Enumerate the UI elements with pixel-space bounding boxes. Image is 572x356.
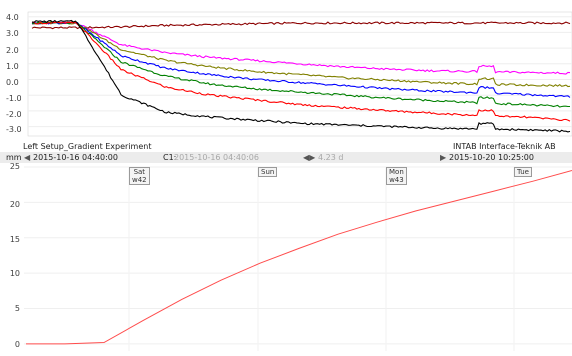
y-tick-label: 0.0 [6, 78, 19, 87]
y-tick-label: 15 [9, 235, 20, 244]
temperature-chart[interactable] [0, 0, 572, 140]
y-tick-label: 5 [14, 304, 20, 313]
y-tick-label: 3.0 [6, 29, 19, 38]
y-tick-label: 20 [9, 200, 20, 209]
series-line [31, 21, 571, 30]
y-tick-label: 4.0 [6, 13, 19, 22]
day-marker-sun: Sun [258, 167, 278, 177]
cursor-label: C1: [163, 153, 177, 162]
day-label: Mon [389, 168, 404, 176]
scroll-right-icon[interactable]: ▶ [440, 153, 447, 162]
y-tick-label: 25 [9, 162, 20, 171]
y-tick-label: 0 [14, 340, 20, 349]
day-marker-sat: Sat w42 [129, 167, 150, 185]
week-label: w43 [389, 176, 404, 184]
series-line [26, 170, 572, 345]
series-line [31, 21, 571, 122]
y-tick-label: 1.0 [6, 62, 19, 71]
y-tick-label: -2.0 [6, 110, 22, 119]
y-tick-label: -3.0 [6, 125, 22, 134]
series-line [31, 21, 571, 88]
end-time[interactable]: 2015-10-20 10:25:00 [449, 153, 534, 162]
day-marker-tue: Tue [514, 167, 532, 177]
company-name: INTAB Interface-Teknik AB [453, 142, 556, 151]
span-arrows-icon[interactable]: ◀▶ [303, 153, 316, 162]
week-label: w42 [132, 176, 147, 184]
y-tick-label: -1.0 [6, 94, 22, 103]
span-duration: 4.23 d [318, 153, 344, 162]
day-label: Tue [517, 168, 529, 176]
day-marker-mon: Mon w43 [386, 167, 407, 185]
y-tick-label: 10 [9, 269, 20, 278]
series-line [31, 21, 571, 75]
scroll-left-icon[interactable]: ◀ [24, 153, 31, 162]
series-line [31, 21, 570, 108]
unit-label: mm [6, 153, 22, 162]
series-line [31, 21, 571, 98]
setup-title: Left Setup_Gradient Experiment [23, 142, 152, 151]
cursor-time: 2015-10-16 04:40:06 [174, 153, 259, 162]
day-label: Sun [261, 168, 275, 176]
time-bar: mm ◀ 2015-10-16 04:40:00 C1: 2015-10-16 … [0, 152, 572, 163]
start-time[interactable]: 2015-10-16 04:40:00 [33, 153, 118, 162]
series-line [31, 19, 571, 133]
y-tick-label: 2.0 [6, 46, 19, 55]
day-label: Sat [133, 168, 146, 176]
